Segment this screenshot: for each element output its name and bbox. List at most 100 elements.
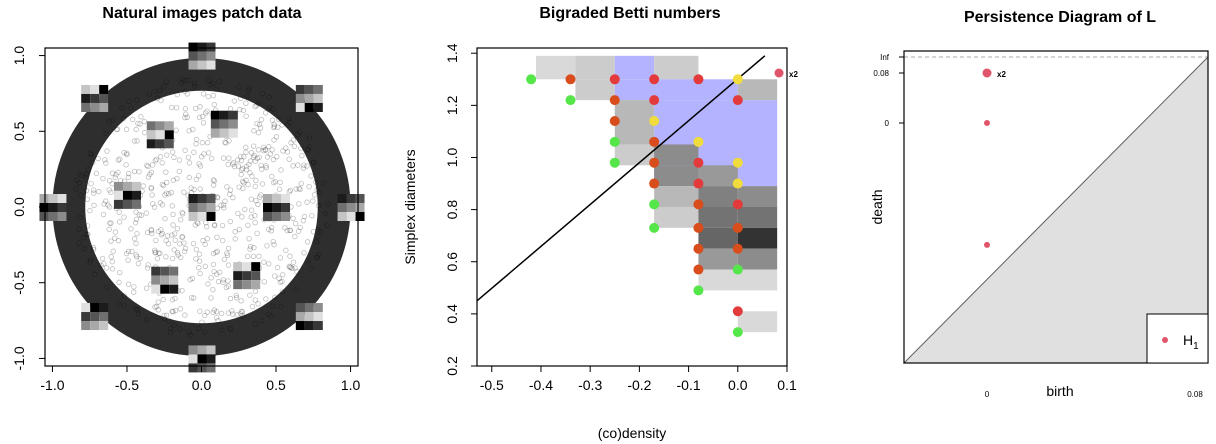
heatmap-cell <box>698 269 778 291</box>
x-tick-label: -0.3 <box>578 377 602 393</box>
scatter-point <box>249 173 255 179</box>
axes: 0 0.08 Inf 0.08 0 <box>873 53 1203 399</box>
scatter-point <box>295 228 302 234</box>
scatter-point <box>158 227 164 233</box>
scatter-point <box>283 145 289 151</box>
scatter-point <box>104 284 110 290</box>
scatter-point <box>227 187 234 193</box>
scatter-point <box>259 90 266 97</box>
plot-frame <box>476 47 788 367</box>
patch-icon-cell <box>206 194 216 203</box>
scatter-point <box>167 329 174 336</box>
heatmap-cell <box>654 207 699 228</box>
scatter-point <box>170 309 176 315</box>
scatter-point <box>211 101 217 108</box>
scatter-point <box>220 237 226 244</box>
scatter-point <box>287 119 293 126</box>
scatter-point <box>193 176 200 183</box>
scatter-point <box>216 78 222 85</box>
scatter-point <box>91 202 97 209</box>
axes: -0.5 -0.4 -0.3 -0.2 -0.1 0.0 0.1 0.2 0.4 0.6 0.8 1.… <box>444 43 797 393</box>
patch-icon-cell <box>206 212 216 221</box>
scatter-point <box>207 82 213 88</box>
patch-icon-cell <box>146 121 156 131</box>
scatter-point <box>171 231 178 237</box>
scatter-point <box>115 237 122 244</box>
scatter-point <box>325 201 331 207</box>
scatter-point <box>181 77 187 84</box>
scatter-point <box>232 229 238 235</box>
scatter-point <box>232 236 238 242</box>
patch-icon-cell <box>313 93 323 103</box>
scatter-point <box>226 138 232 144</box>
scatter-point <box>260 147 267 154</box>
scatter-point <box>245 87 252 94</box>
scatter-point <box>292 265 298 271</box>
scatter-point <box>308 173 314 179</box>
scatter-point <box>144 229 151 236</box>
scatter-point <box>191 149 197 155</box>
scatter-point <box>259 181 266 187</box>
heatmap-cell <box>654 55 699 80</box>
scatter-point <box>246 85 252 92</box>
scatter-point <box>256 253 262 260</box>
patch-icon-cell <box>206 60 216 70</box>
scatter-point <box>204 309 210 315</box>
patch-icon-cell <box>281 212 291 221</box>
scatter-point <box>297 224 303 231</box>
scatter-point <box>315 252 322 258</box>
scatter-point <box>206 77 212 84</box>
scatter-point <box>226 155 232 161</box>
patch-icon-cell <box>263 194 273 203</box>
heatmap-cell <box>737 186 778 207</box>
x-tick-label: 0.1 <box>777 377 797 393</box>
scatter-point <box>134 138 140 144</box>
x-tick-label: -0.5 <box>480 377 504 393</box>
scatter-point <box>133 240 139 247</box>
patch-icon-cell <box>233 262 243 272</box>
scatter-point <box>125 281 132 287</box>
scatter-point <box>108 220 114 226</box>
scatter-point <box>266 104 273 111</box>
patch-icon-cell <box>295 303 305 313</box>
scatter-point <box>286 189 292 195</box>
patch-icon-cell <box>251 271 261 281</box>
scatter-point <box>148 169 155 176</box>
scatter-point <box>230 311 236 317</box>
scatter-point <box>236 184 242 190</box>
patch-icon-cell <box>188 60 198 70</box>
scatter-point <box>184 114 190 120</box>
patch-icon-cell <box>169 266 179 276</box>
betti-point-yellow <box>693 136 704 147</box>
persistence-points: x2 x2 <box>774 68 1006 248</box>
scatter-point <box>238 308 245 315</box>
patch-icon-cell <box>355 194 365 203</box>
heatmap-cell <box>575 79 615 101</box>
patch-icon-cell <box>337 194 347 203</box>
scatter-point <box>144 265 151 271</box>
scatter-point <box>243 113 249 119</box>
scatter-point <box>270 106 276 112</box>
scatter-point <box>255 100 262 107</box>
scatter-point <box>106 204 113 210</box>
scatter-point <box>239 165 246 172</box>
scatter-point <box>301 162 307 169</box>
patch-icon-cell <box>113 190 123 200</box>
scatter-point <box>225 278 231 284</box>
scatter-point <box>247 158 254 164</box>
scatter-point <box>192 222 199 228</box>
scatter-point <box>191 80 198 86</box>
scatter-point <box>264 154 271 160</box>
scatter-point <box>115 157 122 163</box>
scatter-point <box>135 120 141 127</box>
natural-images-panel: Natural images patch data -1.0 -0.5 0.0 0.5… <box>11 5 365 393</box>
scatter-point <box>199 113 206 120</box>
scatter-point <box>286 263 293 270</box>
scatter-point <box>285 115 292 122</box>
scatter-point <box>221 205 227 211</box>
scatter-point <box>255 201 261 208</box>
scatter-point <box>239 214 245 220</box>
scatter-point <box>178 254 184 261</box>
scatter-point <box>266 94 272 100</box>
